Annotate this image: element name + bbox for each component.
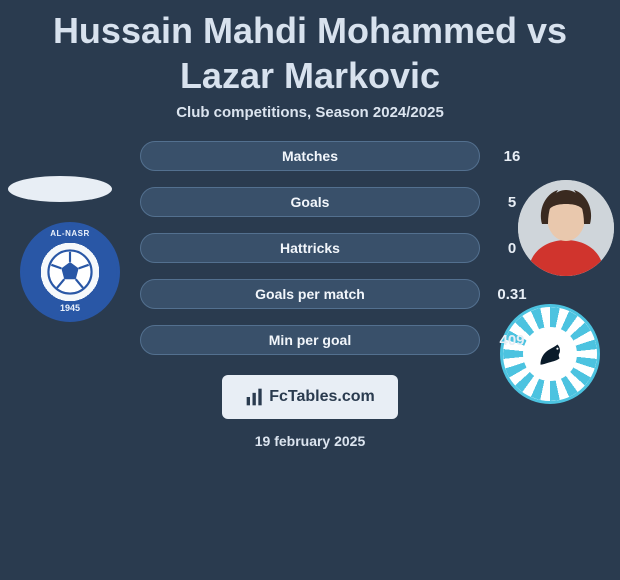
- stat-value-right: 0.31: [488, 286, 536, 303]
- stat-row-matches: Matches 16: [140, 139, 480, 173]
- stat-row-hattricks: Hattricks 0: [140, 231, 480, 265]
- stats-container: Matches 16 Goals 5 Hattricks 0 Goals per…: [0, 139, 620, 357]
- stat-row-min-per-goal: Min per goal 409: [140, 323, 480, 357]
- stat-value-right: 16: [488, 148, 536, 165]
- stat-value-right: 409: [488, 332, 536, 349]
- stat-value-right: 5: [488, 194, 536, 211]
- bar-chart-icon: [245, 387, 265, 407]
- stat-label: Min per goal: [140, 325, 480, 355]
- stat-value-right: 0: [488, 240, 536, 257]
- page-title: Hussain Mahdi Mohammed vs Lazar Markovic: [0, 0, 620, 98]
- brand-text: FcTables.com: [269, 388, 375, 406]
- stat-label: Goals: [140, 187, 480, 217]
- snapshot-date: 19 february 2025: [0, 433, 620, 449]
- competition-subtitle: Club competitions, Season 2024/2025: [0, 104, 620, 121]
- stat-row-goals: Goals 5: [140, 185, 480, 219]
- stat-label: Matches: [140, 141, 480, 171]
- brand-badge: FcTables.com: [222, 375, 398, 419]
- stat-label: Hattricks: [140, 233, 480, 263]
- stat-row-goals-per-match: Goals per match 0.31: [140, 277, 480, 311]
- stat-label: Goals per match: [140, 279, 480, 309]
